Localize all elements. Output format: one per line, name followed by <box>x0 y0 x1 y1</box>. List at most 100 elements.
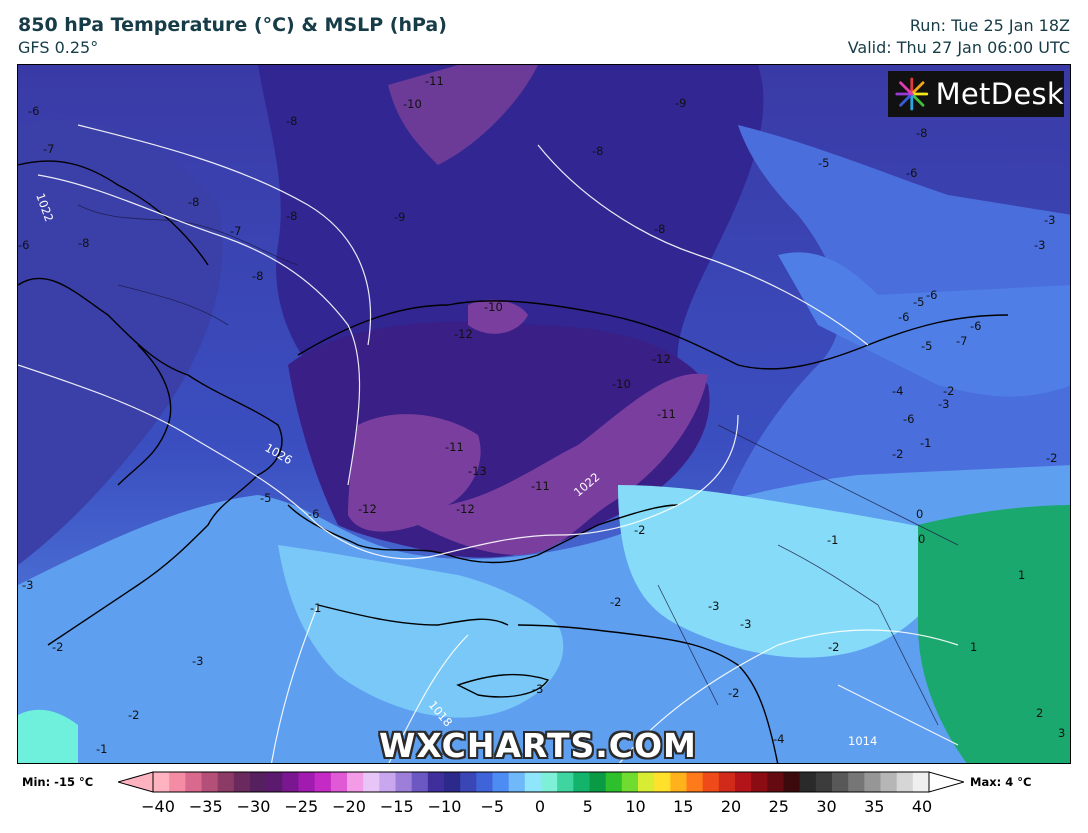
temp-label: -6 <box>906 166 917 180</box>
temp-label: -6 <box>926 288 937 302</box>
colorbar-cell <box>848 772 865 792</box>
colorbar-frame <box>152 771 930 793</box>
temp-label: -11 <box>657 407 676 421</box>
temp-zone-east-mid <box>778 252 1070 397</box>
temp-label: -7 <box>43 142 54 156</box>
map-canvas: -11 -10 -9 -8 -8 -8 -8 -8 -7 -7 -6 -6 -8… <box>18 65 1070 763</box>
temp-label: -6 <box>18 238 29 252</box>
colorbar-tick-label: −20 <box>332 797 366 816</box>
temp-label: -2 <box>892 447 903 461</box>
temp-label: -10 <box>484 300 503 314</box>
temp-label: -6 <box>28 104 39 118</box>
temp-label: 1 <box>970 640 977 654</box>
colorbar-cell <box>153 772 170 792</box>
temp-label: -4 <box>773 732 784 746</box>
temp-label: -3 <box>1034 238 1045 252</box>
colorbar-cell <box>185 772 203 792</box>
colorbar-tick-label: 15 <box>673 797 694 816</box>
colorbar-tick-label: −30 <box>236 797 271 816</box>
colorbar-cell <box>524 772 542 792</box>
colorbar-cell <box>233 772 251 792</box>
colorbar-cell <box>298 772 316 792</box>
colorbar-cell <box>476 772 494 792</box>
temp-label: -10 <box>403 97 422 111</box>
temp-label: -3 <box>740 617 751 631</box>
temp-label: -8 <box>78 236 89 250</box>
colorbar-tick-label: 0 <box>534 797 546 816</box>
colorbar-tick-label: 5 <box>582 797 593 816</box>
temp-label: -12 <box>652 352 671 366</box>
temp-label: -2 <box>610 595 621 609</box>
temp-label: -13 <box>468 464 487 478</box>
colorbar-cell <box>751 772 768 792</box>
temp-label: -8 <box>286 209 297 223</box>
temp-zone-cold-center <box>468 299 528 334</box>
temp-zone-levant <box>618 485 958 658</box>
temp-label: -5 <box>818 156 829 170</box>
colorbar-cell <box>670 772 688 792</box>
colorbar-cell <box>347 772 364 792</box>
colorbar-cell <box>735 772 752 792</box>
temp-label: -2 <box>828 640 839 654</box>
colorbar-cell <box>880 772 898 792</box>
temp-label: -8 <box>592 144 603 158</box>
temp-label: 3 <box>1058 726 1065 740</box>
colorbar-cell <box>169 772 186 792</box>
temp-label: -1 <box>96 742 107 756</box>
colorbar-cell <box>638 772 655 792</box>
temp-label: -1 <box>827 533 838 547</box>
temp-label: -2 <box>634 523 645 537</box>
temp-zone-cold-south <box>348 373 708 555</box>
colorbar-cell <box>815 772 833 792</box>
colorbar-cell <box>589 772 607 792</box>
colorbar-tick-label: −25 <box>284 797 319 816</box>
valid-time: Valid: Thu 27 Jan 06:00 UTC <box>847 38 1070 57</box>
temp-zone-west <box>18 119 223 565</box>
temp-label: -8 <box>916 126 927 140</box>
temp-label: -2 <box>1046 451 1057 465</box>
colorbar-cell <box>718 772 736 792</box>
colorbar-cell <box>395 772 413 792</box>
colorbar-tick-label: 40 <box>911 797 933 816</box>
colorbar-cell <box>379 772 397 792</box>
colorbar-cell <box>573 772 591 792</box>
temp-label: -1 <box>920 436 931 450</box>
colorbar-tick-label: −5 <box>480 797 505 816</box>
temp-label: -8 <box>286 114 297 128</box>
temp-label: -12 <box>454 327 473 341</box>
colorbar-cell <box>444 772 461 792</box>
colorbar-cells <box>153 772 930 792</box>
temp-zone-warm-sw <box>18 709 78 763</box>
temp-label: -11 <box>425 74 444 88</box>
temperature-labels: -11 -10 -9 -8 -8 -8 -8 -8 -7 -7 -6 -6 -8… <box>18 74 1065 756</box>
colorbar-cell <box>314 772 332 792</box>
colorbar-cell <box>896 772 914 792</box>
run-time: Run: Tue 25 Jan 18Z <box>909 16 1070 35</box>
colorbar-cell <box>492 772 510 792</box>
watermark: WXCHARTS.COM <box>379 726 697 764</box>
temp-label: -5 <box>913 295 924 309</box>
temp-label: -6 <box>903 412 914 426</box>
temp-label: -2 <box>943 384 954 398</box>
colorbar-cell <box>541 772 558 792</box>
colorbar-cell <box>250 772 267 792</box>
temp-label: -8 <box>654 222 665 236</box>
colorbar-cell <box>557 772 574 792</box>
colorbar-cell <box>217 772 235 792</box>
colorbar-cell <box>508 772 526 792</box>
temp-label: 2 <box>1036 706 1043 720</box>
isobars <box>18 124 959 763</box>
temp-label: -6 <box>970 319 981 333</box>
metdesk-logo: MetDesk <box>888 71 1064 117</box>
temp-label: -12 <box>456 502 475 516</box>
temp-label: -3 <box>22 578 33 592</box>
colorbar-tick-label: −40 <box>141 797 175 816</box>
colorbar-cell <box>702 772 720 792</box>
temp-label: -5 <box>260 491 271 505</box>
colorbar-cell <box>363 772 380 792</box>
temp-label: 0 <box>916 507 923 521</box>
colorbar-cell <box>411 772 429 792</box>
temp-label: -3 <box>1044 213 1055 227</box>
temp-label: -2 <box>128 708 139 722</box>
temp-label: -2 <box>728 686 739 700</box>
